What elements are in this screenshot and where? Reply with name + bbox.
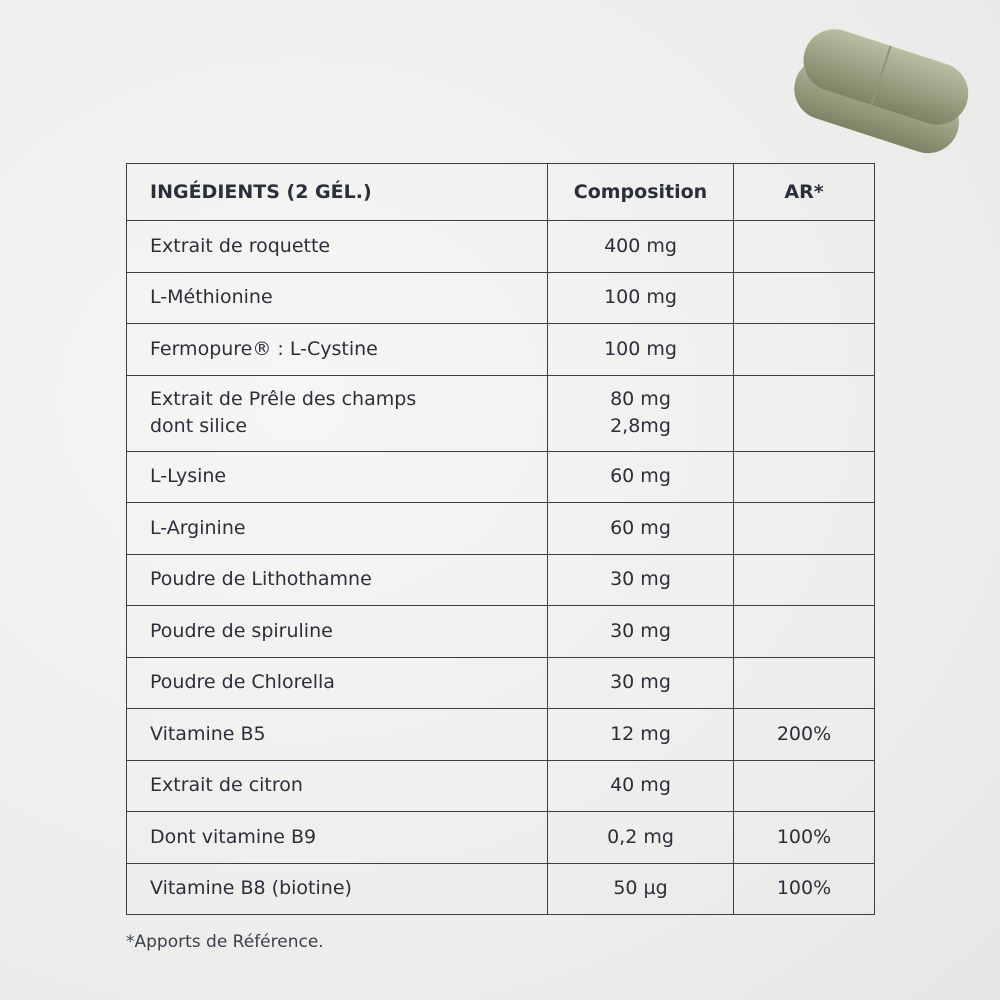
header-cell: Composition: [547, 163, 734, 221]
table-cell: 200%: [733, 708, 875, 761]
cell-text: Extrait de roquette: [150, 234, 331, 257]
header-text: INGÉDIENTS (2 GÉL.): [150, 180, 372, 203]
table-cell: Poudre de spiruline: [126, 605, 548, 658]
cell-text: 60 mg: [610, 465, 671, 488]
header-cell: AR*: [733, 163, 875, 221]
table-cell: 30 mg: [547, 553, 734, 606]
table-cell: 60 mg: [547, 502, 734, 555]
table-cell: Vitamine B5: [126, 708, 548, 761]
table-cell: Extrait de roquette: [126, 220, 548, 273]
cell-text: 30 mg: [610, 619, 671, 642]
table-cell: [733, 605, 875, 658]
table-cell: 100%: [733, 862, 875, 915]
cell-text: Extrait de citron: [150, 774, 303, 797]
cell-text: 100%: [776, 825, 832, 848]
header-text: Composition: [573, 180, 708, 203]
cell-text: 50 µg: [613, 877, 668, 900]
cell-text: 100 mg: [604, 337, 677, 360]
cell-text: 400 mg: [604, 234, 677, 257]
cell-text: 200%: [776, 722, 832, 745]
table-cell: L-Méthionine: [126, 271, 548, 324]
table-cell: [733, 323, 875, 376]
table-cell: [733, 656, 875, 709]
table-cell: 100 mg: [547, 323, 734, 376]
footnote: *Apports de Référence.: [126, 932, 324, 952]
cell-text: Poudre de Lithothamne: [150, 568, 372, 591]
table-cell: Extrait de citron: [126, 759, 548, 812]
table-cell: Vitamine B8 (biotine): [126, 862, 548, 915]
cell-text: Extrait de Prêle des champs: [150, 388, 417, 410]
table-cell: Dont vitamine B9: [126, 811, 548, 864]
cell-text: 30 mg: [610, 568, 671, 591]
table-cell: 30 mg: [547, 656, 734, 709]
cell-text: 60 mg: [610, 516, 671, 539]
cell-text: Vitamine B5: [150, 722, 266, 745]
table-cell: 40 mg: [547, 759, 734, 812]
cell-text: 100%: [776, 877, 832, 900]
cell-text: Poudre de spiruline: [150, 619, 333, 642]
table-cell: 50 µg: [547, 862, 734, 915]
cell-text: Poudre de Chlorella: [150, 671, 335, 694]
capsule-image: [794, 29, 969, 154]
cell-text: 12 mg: [610, 722, 671, 745]
table-cell: [733, 759, 875, 812]
table-cell: [733, 271, 875, 324]
header-text: AR*: [784, 180, 824, 203]
table-cell: L-Arginine: [126, 502, 548, 555]
cell-text: L-Arginine: [150, 516, 246, 539]
cell-text: 0,2 mg: [607, 825, 674, 848]
cell-text: 80 mg: [610, 388, 671, 410]
table-cell: [733, 553, 875, 606]
cell-text: L-Méthionine: [150, 286, 273, 309]
cell-text: Dont vitamine B9: [150, 825, 317, 848]
table-cell: 30 mg: [547, 605, 734, 658]
cell-text: 40 mg: [610, 774, 671, 797]
table-cell: 0,2 mg: [547, 811, 734, 864]
table-cell: 400 mg: [547, 220, 734, 273]
header-cell: INGÉDIENTS (2 GÉL.): [126, 163, 548, 221]
table-cell: [733, 374, 875, 452]
table-cell: Fermopure® : L-Cystine: [126, 323, 548, 376]
table-cell: Extrait de Prêle des champs dont silice: [126, 374, 548, 452]
table-cell: [733, 220, 875, 273]
table-cell: 100%: [733, 811, 875, 864]
cell-text: 30 mg: [610, 671, 671, 694]
table-cell: 100 mg: [547, 271, 734, 324]
table-cell: Poudre de Chlorella: [126, 656, 548, 709]
cell-text: Fermopure® : L-Cystine: [150, 337, 378, 360]
table-cell: [733, 502, 875, 555]
table-cell: 80 mg 2,8mg: [547, 374, 734, 452]
cell-text: dont silice: [150, 415, 248, 437]
table-cell: Poudre de Lithothamne: [126, 553, 548, 606]
table-cell: 60 mg: [547, 450, 734, 503]
table-cell: 12 mg: [547, 708, 734, 761]
cell-text: Vitamine B8 (biotine): [150, 877, 352, 900]
cell-text: 100 mg: [604, 286, 677, 309]
table-cell: [733, 450, 875, 503]
table-cell: L-Lysine: [126, 450, 548, 503]
cell-text: 2,8mg: [610, 415, 671, 437]
cell-text: L-Lysine: [150, 465, 227, 488]
